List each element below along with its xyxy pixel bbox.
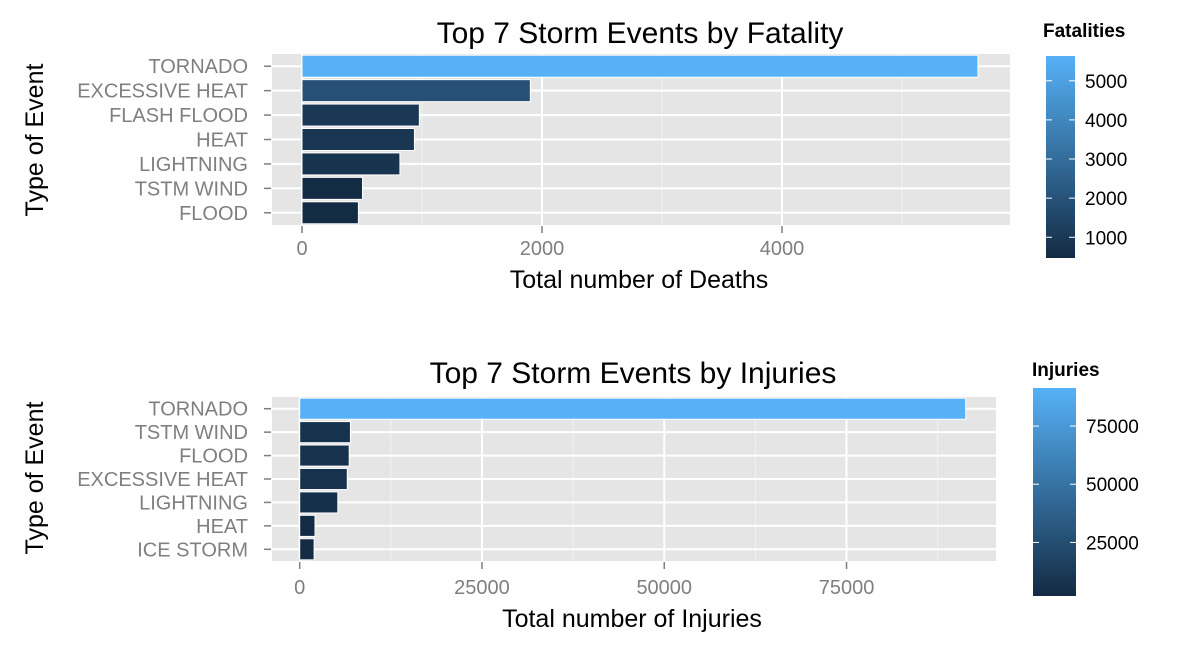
bar-lightning [299,491,339,514]
bar-tstm-wind [301,176,363,200]
x-axis-label: Total number of Deaths [510,266,768,294]
bar-flash-flood [301,103,420,127]
x-tick-label: 4000 [760,238,805,260]
bar-ice-storm [299,538,315,561]
bar-heat [299,514,316,537]
colorbar-gradient [1033,388,1076,596]
y-tick-label: TORNADO [148,56,248,78]
fatality-chart: Top 7 Storm Events by Fatality Type of E… [21,17,1127,294]
colorbar-tick-label: 2000 [1085,189,1127,210]
y-axis-label: Type of Event [21,402,49,555]
colorbar-tick-label: 25000 [1086,533,1139,554]
legend: Injuries 25000 50000 75000 [1032,360,1139,596]
legend-title: Injuries [1032,360,1100,381]
colorbar: 25000 50000 75000 [1033,388,1139,596]
colorbar-tick-label: 3000 [1085,150,1127,171]
bar-excessive-heat [301,79,531,103]
x-tick-label: 0 [294,577,305,599]
colorbar-gradient [1046,56,1075,258]
y-tick-label: FLASH FLOOD [109,105,248,127]
y-axis-label: Type of Event [21,64,49,217]
colorbar-tick-label: 4000 [1085,111,1127,132]
y-tick-label: EXCESSIVE HEAT [77,81,248,103]
x-tick-label: 2000 [520,238,565,260]
y-tick-label: TSTM WIND [135,178,248,200]
y-tick-label: LIGHTNING [139,154,248,176]
bar-tornado [301,54,979,78]
bar-excessive-heat [299,467,348,491]
y-tick-label: HEAT [196,516,248,538]
y-tick-label: ICE STORM [137,539,248,561]
y-tick-label: EXCESSIVE HEAT [77,469,248,491]
colorbar-tick-label: 5000 [1085,72,1127,93]
bar-tstm-wind [299,421,351,444]
colorbar: 1000 2000 3000 4000 5000 [1046,56,1127,258]
x-tick-label: 50000 [636,577,692,599]
bar-flood [301,201,359,225]
bar-lightning [301,152,401,176]
y-tick-label: TORNADO [148,399,248,421]
y-tick-label: TSTM WIND [135,422,248,444]
x-tick-label: 0 [296,238,307,260]
legend-title: Fatalities [1043,21,1125,42]
colorbar-tick-label: 1000 [1085,228,1127,249]
bar-flood [299,444,350,467]
colorbar-tick-label: 50000 [1086,475,1139,496]
bar-tornado [299,397,967,420]
y-tick-label: FLOOD [179,203,248,225]
x-tick-label: 75000 [819,577,875,599]
chart-title: Top 7 Storm Events by Injuries [430,357,837,390]
x-tick-label: 25000 [454,577,510,599]
x-axis-label: Total number of Injuries [502,605,762,633]
chart-title: Top 7 Storm Events by Fatality [437,17,844,50]
y-tick-label: LIGHTNING [139,492,248,514]
bar-heat [301,128,415,151]
y-tick-label: HEAT [196,130,248,152]
injuries-chart: Top 7 Storm Events by Injuries Type of E… [21,357,1139,633]
y-tick-label: FLOOD [179,446,248,468]
legend: Fatalities 1000 2000 3000 4000 5000 [1043,21,1127,258]
colorbar-tick-label: 75000 [1086,417,1139,438]
